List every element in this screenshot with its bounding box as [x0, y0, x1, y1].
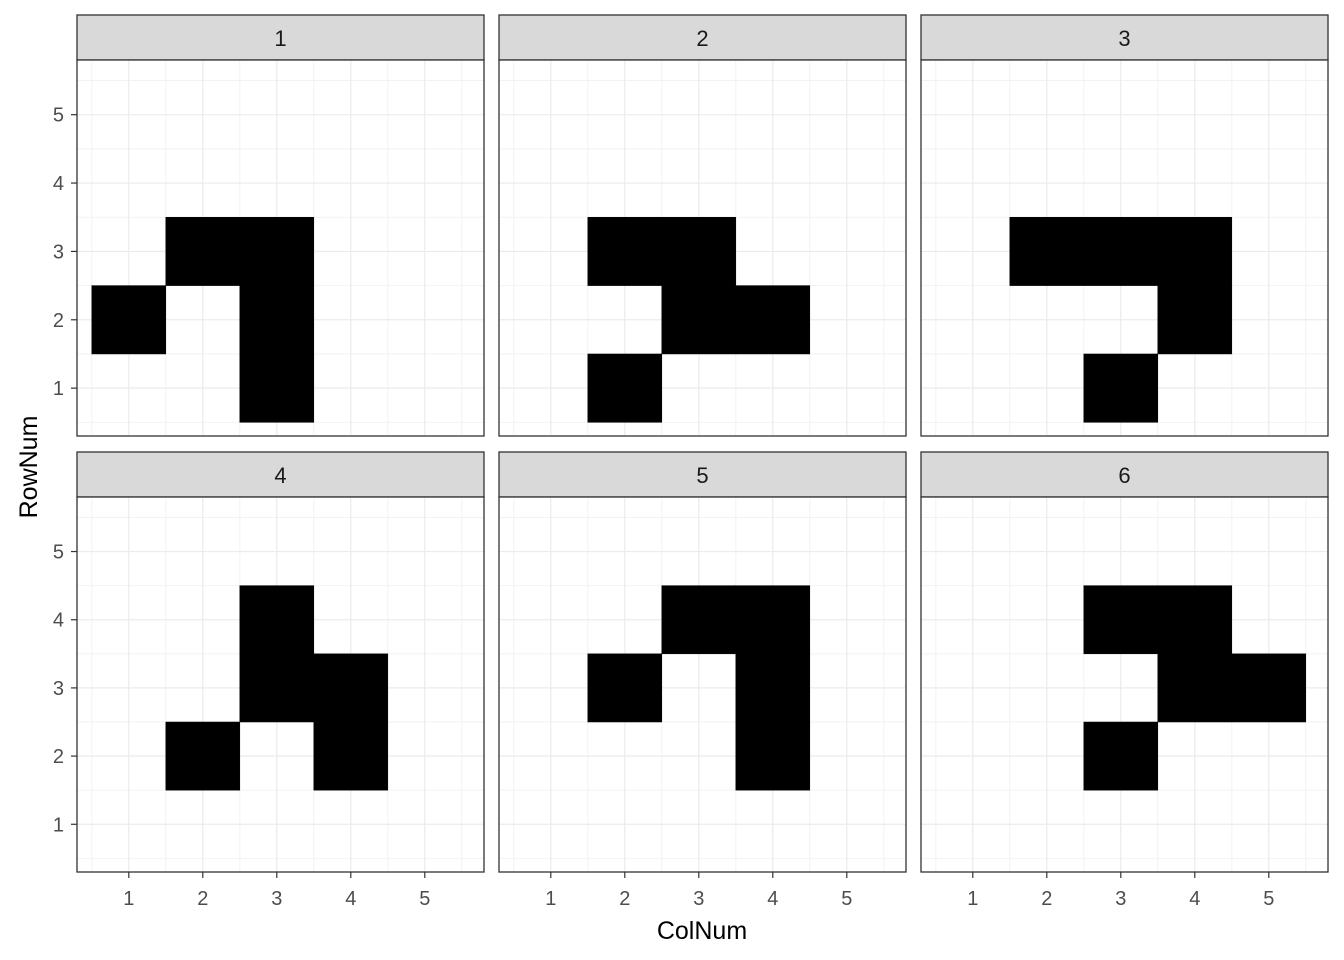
tile-cell: [1083, 353, 1159, 423]
x-tick-label: 4: [767, 888, 778, 910]
facet-panel-1: 1 1 2 3 4 5: [53, 14, 485, 437]
panel-border: [920, 496, 1329, 873]
tile-cell: [1009, 216, 1085, 286]
y-tick-label: 5: [53, 542, 64, 564]
tile-cell: [1157, 216, 1233, 286]
x-tick-label: 4: [1189, 888, 1200, 910]
y-tick-label: 1: [53, 814, 64, 836]
tile-cell: [165, 216, 241, 286]
panel-border: [498, 59, 907, 437]
tile-cell: [1083, 585, 1159, 655]
tile-cell: [735, 585, 811, 655]
tile-cell: [1157, 285, 1233, 355]
x-tick-label: 5: [1263, 888, 1274, 910]
facet-strip-label: 4: [274, 463, 286, 488]
x-tick-label: 4: [345, 888, 356, 910]
facet-strip-label: 3: [1118, 26, 1130, 51]
tile-cell: [587, 653, 663, 723]
panel-border: [498, 496, 907, 873]
tile-cell: [661, 585, 737, 655]
x-tick-label: 3: [693, 888, 704, 910]
y-tick-label: 1: [53, 378, 64, 400]
y-tick-label: 4: [53, 610, 64, 632]
facet-panel-2: 2: [498, 14, 907, 437]
facet-strip: [76, 451, 485, 498]
tile-cell: [735, 721, 811, 791]
tile-cell: [313, 721, 389, 791]
y-tick-label: 5: [53, 105, 64, 127]
tile-cell: [587, 216, 663, 286]
facet-strip: [76, 14, 485, 61]
tile-cell: [239, 285, 315, 355]
tile-cell: [1083, 216, 1159, 286]
facet-strip-label: 5: [696, 463, 708, 488]
facet-strip-label: 2: [696, 26, 708, 51]
tile-cell: [91, 285, 167, 355]
x-tick-label: 2: [1041, 888, 1052, 910]
facet-panel-3: 3: [920, 14, 1329, 437]
x-tick-label: 5: [841, 888, 852, 910]
y-tick-label: 3: [53, 241, 64, 263]
tile-cell: [239, 216, 315, 286]
tile-cell: [1157, 653, 1233, 723]
x-tick-label: 2: [619, 888, 630, 910]
tile-cell: [313, 653, 389, 723]
plot-background: [499, 497, 906, 872]
y-tick-label: 2: [53, 746, 64, 768]
facet-strip-label: 1: [274, 26, 286, 51]
tile-cell: [239, 653, 315, 723]
facet-strip-label: 6: [1118, 463, 1130, 488]
x-tick-label: 5: [419, 888, 430, 910]
facet-strip: [920, 451, 1329, 498]
tile-cell: [239, 585, 315, 655]
panel-border: [76, 496, 485, 873]
x-tick-label: 1: [967, 888, 978, 910]
tile-cell: [239, 353, 315, 423]
y-axis-title: RowNum: [15, 416, 43, 519]
y-tick-label: 3: [53, 678, 64, 700]
x-tick-label: 3: [271, 888, 282, 910]
tile-cell: [1083, 721, 1159, 791]
y-tick-label: 4: [53, 173, 64, 195]
x-tick-label: 1: [123, 888, 134, 910]
facet-strip: [920, 14, 1329, 61]
tile-cell: [1231, 653, 1307, 723]
tile-cell: [587, 353, 663, 423]
x-axis-title: ColNum: [657, 917, 747, 945]
panel-border: [76, 59, 485, 437]
tile-cell: [165, 721, 241, 791]
tile-cell: [1157, 585, 1233, 655]
x-tick-label: 1: [545, 888, 556, 910]
x-tick-label: 2: [197, 888, 208, 910]
facet-strip: [498, 14, 907, 61]
facet-panel-5: 5 1 2 3 4 5: [498, 451, 907, 910]
panel-border: [920, 59, 1329, 437]
facet-panel-4: 4 1 2 3 4 5 1 2 3 4 5: [53, 451, 485, 910]
tile-cell: [661, 216, 737, 286]
x-tick-label: 3: [1115, 888, 1126, 910]
y-tick-label: 2: [53, 310, 64, 332]
tile-cell: [661, 285, 737, 355]
facet-panel-6: 6 1 2 3 4 5: [920, 451, 1329, 910]
tile-cell: [735, 653, 811, 723]
tile-cell: [735, 285, 811, 355]
